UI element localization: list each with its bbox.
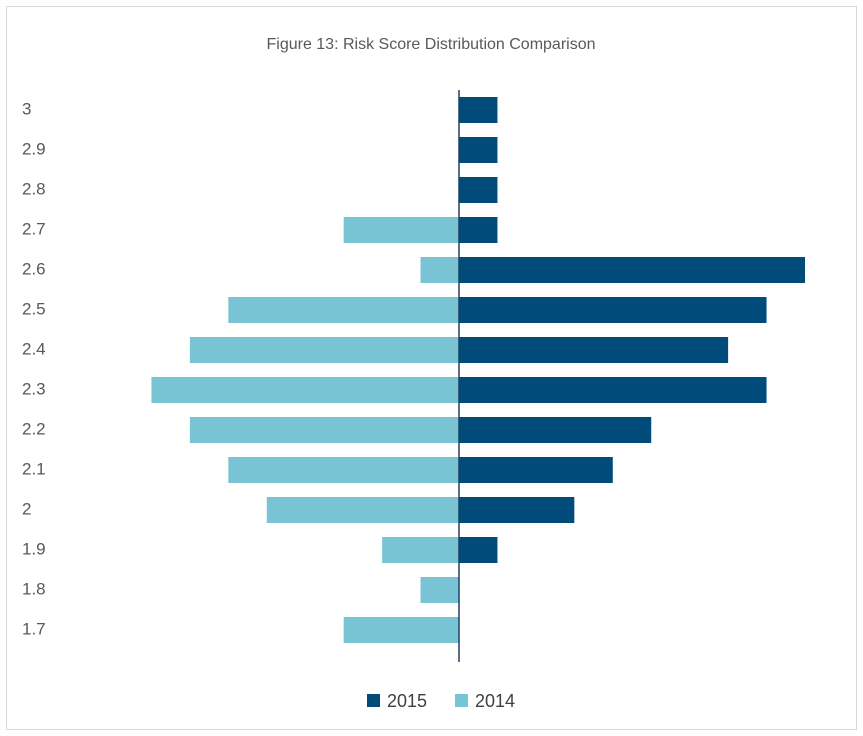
bar <box>459 97 498 123</box>
bar <box>343 617 459 643</box>
bar <box>189 417 459 443</box>
y-tick-label: 2.7 <box>22 219 46 238</box>
bar <box>459 177 498 203</box>
y-tick-label: 2 <box>22 499 31 518</box>
y-tick-label: 2.6 <box>22 259 46 278</box>
y-tick-label: 2.5 <box>22 299 46 318</box>
y-tick-label: 2.2 <box>22 419 46 438</box>
bar <box>459 337 729 363</box>
bar <box>459 497 575 523</box>
bar <box>459 137 498 163</box>
bar <box>228 297 459 323</box>
legend-label: 2014 <box>475 691 515 711</box>
bar <box>343 217 459 243</box>
y-tick-label: 2.8 <box>22 179 46 198</box>
bar <box>459 257 805 283</box>
bar <box>420 257 459 283</box>
y-tick-label: 2.1 <box>22 459 46 478</box>
y-tick-label: 1.7 <box>22 619 46 638</box>
bar <box>459 457 613 483</box>
legend-swatch <box>455 694 468 707</box>
bar <box>459 217 498 243</box>
bar <box>228 457 459 483</box>
legend-label: 2015 <box>387 691 427 711</box>
bar <box>459 417 652 443</box>
y-tick-label: 3 <box>22 99 31 118</box>
bar <box>151 377 459 403</box>
bar <box>420 577 459 603</box>
legend-swatch <box>367 694 380 707</box>
y-tick-label: 1.9 <box>22 539 46 558</box>
bar <box>266 497 459 523</box>
y-tick-label: 2.4 <box>22 339 46 358</box>
chart-frame <box>6 6 857 730</box>
bar <box>189 337 459 363</box>
bar <box>459 377 767 403</box>
bar <box>459 297 767 323</box>
chart-title: Figure 13: Risk Score Distribution Compa… <box>266 36 595 53</box>
y-tick-label: 2.3 <box>22 379 46 398</box>
y-tick-label: 1.8 <box>22 579 46 598</box>
bar <box>459 537 498 563</box>
bar <box>382 537 459 563</box>
y-tick-label: 2.9 <box>22 139 46 158</box>
